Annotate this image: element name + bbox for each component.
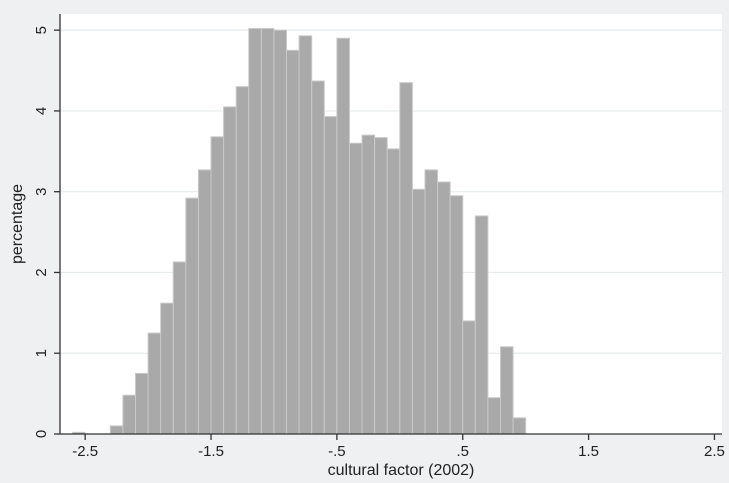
histogram-bar <box>474 215 489 435</box>
histogram-bar <box>260 28 275 435</box>
histogram-bar <box>374 137 388 435</box>
histogram-bar <box>160 302 174 435</box>
x-tick-label: 2.5 <box>704 443 725 460</box>
x-tick-label: -.5 <box>328 443 346 460</box>
histogram-bar <box>323 116 338 435</box>
histogram-bar <box>109 425 124 435</box>
histogram-bar <box>311 80 325 435</box>
histogram-bar <box>223 106 237 435</box>
histogram-bar <box>172 261 187 435</box>
histogram-bar <box>499 346 514 435</box>
y-tick-label: 5 <box>33 26 50 34</box>
histogram-bar <box>197 169 212 435</box>
histogram-bar <box>437 181 451 435</box>
histogram-bar <box>348 142 363 435</box>
bars <box>72 28 527 435</box>
histogram-bar <box>399 82 413 435</box>
histogram-bar <box>298 35 313 435</box>
x-axis-title: cultural factor (2002) <box>328 462 475 479</box>
histogram-bar <box>185 197 199 435</box>
x-tick-label: 1.5 <box>578 443 599 460</box>
axes: 0 1 2 3 4 5 -2.5 -1.5 -.5 .5 1.5 2.5 <box>33 14 725 460</box>
y-tick-label: 3 <box>33 188 50 196</box>
x-tick-label: -1.5 <box>198 443 224 460</box>
histogram-bar <box>512 417 527 435</box>
histogram-bar <box>248 28 262 435</box>
x-tick-label: .5 <box>456 443 469 460</box>
histogram-bar <box>336 37 350 435</box>
histogram-bar <box>122 394 137 435</box>
x-tick-label: -2.5 <box>72 443 98 460</box>
histogram-bar <box>449 195 464 435</box>
y-tick-label: 1 <box>33 349 50 357</box>
histogram-bar <box>462 320 476 435</box>
histogram-bar <box>210 136 225 435</box>
histogram-bar <box>273 29 288 435</box>
y-tick-label: 2 <box>33 268 50 276</box>
y-tick-label: 0 <box>33 430 50 438</box>
histogram-bar <box>487 397 501 435</box>
y-axis-title: percentage <box>9 184 26 264</box>
histogram-bar <box>147 332 162 435</box>
histogram-bar <box>361 134 376 435</box>
histogram-bar <box>135 372 149 435</box>
histogram-bar <box>386 148 401 435</box>
histogram-bar <box>286 49 300 435</box>
y-tick-label: 4 <box>33 107 50 115</box>
histogram-bar <box>424 169 439 435</box>
histogram-bar <box>235 86 250 435</box>
histogram-bar <box>411 188 426 435</box>
